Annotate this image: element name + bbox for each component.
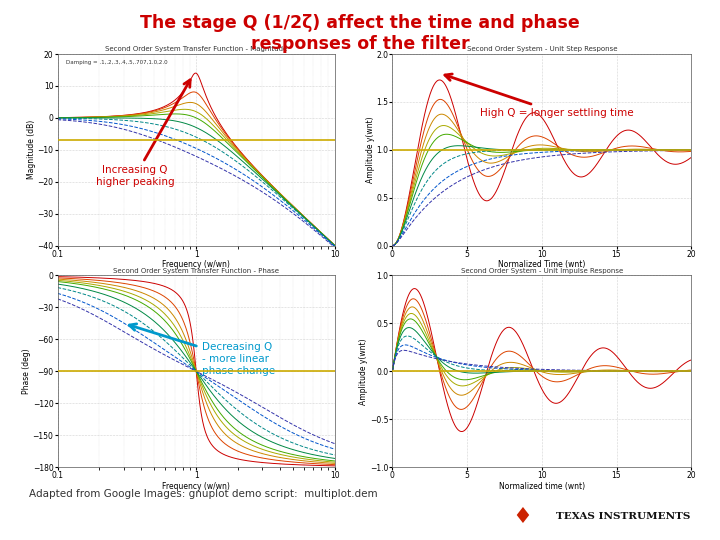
Text: Damping = .1,.2,.3,.4,.5,.707,1.0,2.0: Damping = .1,.2,.3,.4,.5,.707,1.0,2.0 bbox=[66, 60, 168, 65]
Text: TEXAS INSTRUMENTS: TEXAS INSTRUMENTS bbox=[557, 512, 690, 521]
Title: Second Order System Transfer Function - Magnitude: Second Order System Transfer Function - … bbox=[105, 46, 287, 52]
X-axis label: Frequency (w/wn): Frequency (w/wn) bbox=[162, 482, 230, 491]
Y-axis label: Amplitude y(wnt): Amplitude y(wnt) bbox=[366, 117, 374, 183]
X-axis label: Normalized Time (wnt): Normalized Time (wnt) bbox=[498, 260, 585, 269]
Y-axis label: Phase (deg): Phase (deg) bbox=[22, 348, 31, 394]
Text: Adapted from Google Images: gnuplot demo script:  multiplot.dem: Adapted from Google Images: gnuplot demo… bbox=[29, 489, 377, 499]
Y-axis label: Magnitude (dB): Magnitude (dB) bbox=[27, 120, 36, 179]
Title: Second Order System - Unit Step Response: Second Order System - Unit Step Response bbox=[467, 46, 617, 52]
X-axis label: Frequency (w/wn): Frequency (w/wn) bbox=[162, 260, 230, 269]
Y-axis label: Amplitude y(wnt): Amplitude y(wnt) bbox=[359, 338, 369, 404]
Text: High Q = longer settling time: High Q = longer settling time bbox=[445, 74, 634, 118]
Text: The stage Q (1/2ζ) affect the time and phase: The stage Q (1/2ζ) affect the time and p… bbox=[140, 14, 580, 31]
X-axis label: Normalized time (wnt): Normalized time (wnt) bbox=[499, 482, 585, 491]
Text: Increasing Q
higher peaking: Increasing Q higher peaking bbox=[96, 80, 190, 187]
Title: Second Order System - Unit Impulse Response: Second Order System - Unit Impulse Respo… bbox=[461, 268, 623, 274]
Text: responses of the filter: responses of the filter bbox=[251, 35, 469, 53]
Title: Second Order System Transfer Function - Phase: Second Order System Transfer Function - … bbox=[113, 268, 279, 274]
Text: ♦: ♦ bbox=[512, 507, 532, 527]
Text: Decreasing Q
- more linear
phase change: Decreasing Q - more linear phase change bbox=[130, 324, 275, 376]
